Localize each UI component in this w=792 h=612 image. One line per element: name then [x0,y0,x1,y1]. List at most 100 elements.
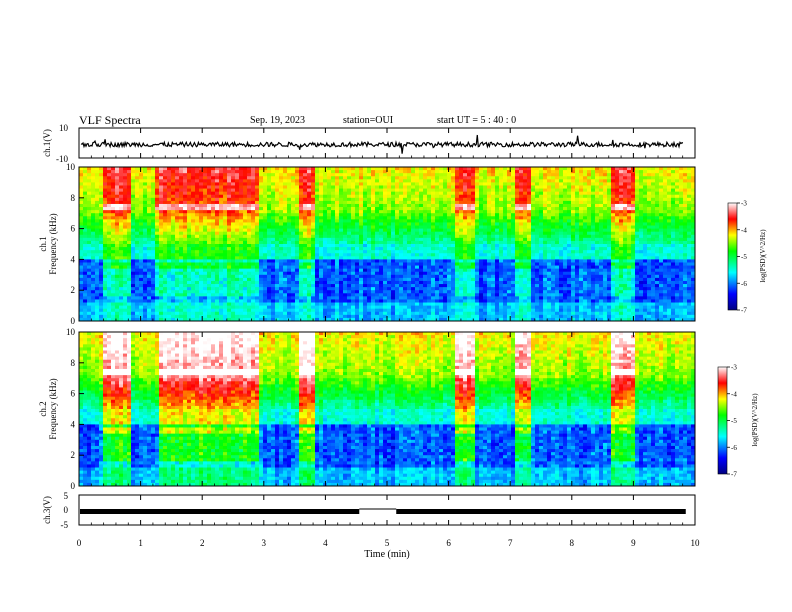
spectrogram-cell [135,311,140,316]
spectrogram-cell [339,240,344,245]
spectrogram-cell [323,200,328,205]
spectrogram-cell [255,280,260,285]
spectrogram-cell [295,231,300,236]
spectrogram-cell [103,305,108,310]
spectrogram-cell [279,287,284,291]
spectrogram-cell [463,182,468,186]
spectrogram-cell [407,219,412,223]
spectrogram-cell [371,256,376,260]
spectrogram-cell [187,293,192,297]
spectrogram-cell [87,299,92,303]
spectrogram-cell [191,302,196,306]
spectrogram-cell [271,197,276,202]
spectrogram-cell [383,231,388,236]
spectrogram-cell [275,167,280,171]
spectrogram-cell [323,250,328,254]
spectrogram-cell [435,170,440,174]
spectrogram-cell [315,213,320,217]
spectrogram-cell [279,250,284,254]
spectrogram-cell [83,200,88,205]
spectrogram-cell [155,271,160,276]
spectrogram-cell [411,290,416,294]
spectrogram-cell [355,314,360,319]
spectrogram-cell [343,219,348,223]
spectrogram-cell [231,231,236,236]
spectrogram-cell [459,253,464,257]
spectrogram-cell [295,219,300,223]
spectrogram-cell [319,225,324,229]
spectrogram-cell [95,314,100,319]
spectrogram-cell [247,222,252,226]
spectrogram-cell [367,314,372,319]
spectrogram-cell [231,216,236,220]
spectrogram-cell [167,200,172,205]
spectrogram-cell [163,203,168,208]
spectrogram-cell [271,185,276,189]
spectrogram-cell [135,314,140,319]
spectrogram-cell [455,170,460,174]
spectrogram-cell [187,268,192,273]
spectrogram-cell [135,256,140,260]
spectrogram-cell [395,268,400,273]
spectrogram-cell [171,280,176,285]
spectrogram-cell [163,240,168,245]
spectrogram-cell [343,268,348,273]
spectrogram-cell [383,299,388,303]
spectrogram-cell [107,274,112,279]
spectrogram-cell [267,179,272,183]
spectrogram-cell [91,203,96,208]
spectrogram-cell [279,203,284,208]
spectrogram-cell [467,191,472,196]
spectrogram-cell [103,265,108,270]
spectrogram-cell [187,287,192,291]
spectrogram-cell [171,200,176,205]
spectrogram-cell [411,305,416,310]
spectrogram-cell [459,259,464,263]
spectrogram-cell [243,191,248,196]
spectrogram-cell [123,170,128,174]
spectrogram-cell [355,299,360,303]
spectrogram-cell [387,274,392,279]
spectrogram-cell [351,167,356,171]
spectrogram-cell [163,234,168,239]
spectrogram-cell [99,179,104,183]
spectrogram-cell [167,228,172,233]
spectrogram-cell [143,234,148,239]
spectrogram-cell [399,207,404,211]
spectrogram-cell [391,170,396,174]
spectrogram-cell [415,188,420,193]
spectrogram-cell [119,225,124,229]
spectrogram-cell [279,259,284,263]
spectrogram-cell [443,311,448,316]
spectrogram-cell [135,317,140,322]
spectrogram-cell [107,287,112,291]
spectrogram-cell [227,302,232,306]
spectrogram-cell [455,259,460,263]
spectrogram-cell [287,179,292,183]
spectrogram-cell [111,271,116,276]
spectrogram-cell [347,253,352,257]
spectrogram-cell [183,185,188,189]
spectrogram-cell [235,237,240,242]
spectrogram-cell [307,284,312,288]
spectrogram-cell [291,314,296,319]
spectrogram-cell [411,234,416,239]
spectrogram-cell [227,262,232,266]
spectrogram-cell [259,207,264,211]
spectrogram-cell [419,293,424,297]
spectrogram-cell [215,167,220,171]
spectrogram-cell [335,194,340,199]
spectrogram-cell [383,262,388,266]
spectrogram-cell [411,302,416,306]
spectrogram-cell [291,173,296,177]
spectrogram-cell [451,284,456,288]
spectrogram-cell [423,290,428,294]
spectrogram-cell [207,170,212,174]
spectrogram-cell [387,293,392,297]
spectrogram-cell [143,311,148,316]
spectrogram-cell [223,200,228,205]
spectrogram-cell [395,277,400,282]
spectrogram-cell [223,182,228,186]
spectrogram-cell [207,240,212,245]
spectrogram-cell [227,247,232,251]
